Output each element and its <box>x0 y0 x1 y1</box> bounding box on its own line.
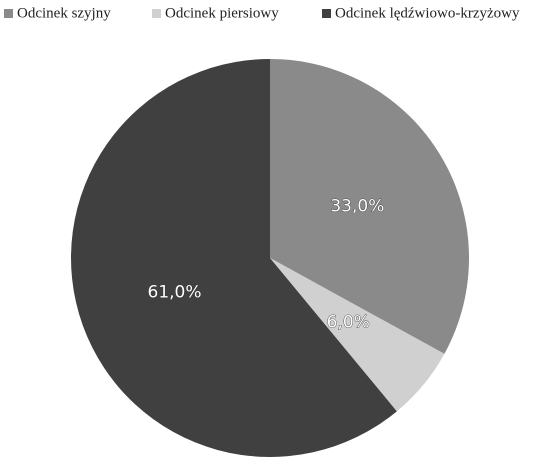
data-label: 33,0% <box>330 196 384 216</box>
legend-swatch <box>4 9 13 18</box>
legend-label: Odcinek lędźwiowo-krzyżowy <box>335 5 520 21</box>
legend-label: Odcinek szyjny <box>17 5 111 21</box>
pie-slice <box>270 258 445 412</box>
pie-slice <box>270 59 470 354</box>
legend-label: Odcinek piersiowy <box>165 5 279 21</box>
legend-swatch <box>152 9 161 18</box>
pie-slice <box>70 59 397 458</box>
data-label: 61,0% <box>148 282 202 302</box>
data-label: 6,0% <box>327 313 370 333</box>
legend-swatch <box>322 9 331 18</box>
